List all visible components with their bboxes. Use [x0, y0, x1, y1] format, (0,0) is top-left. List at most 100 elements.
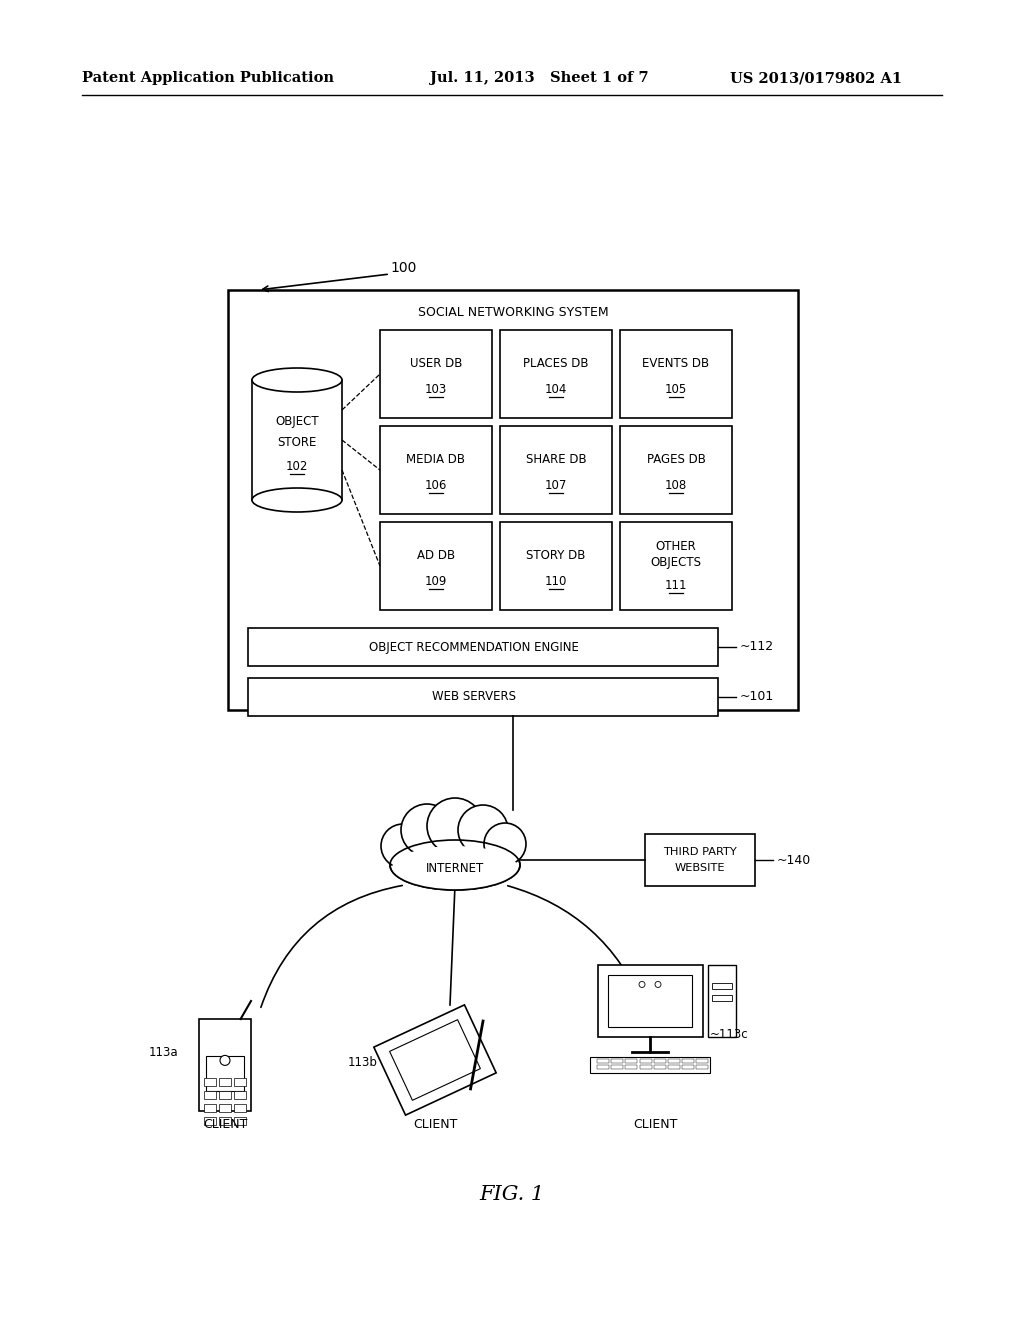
Circle shape: [655, 982, 662, 987]
Circle shape: [220, 1056, 230, 1065]
Text: OBJECT RECOMMENDATION ENGINE: OBJECT RECOMMENDATION ENGINE: [369, 640, 579, 653]
Text: 107: 107: [545, 479, 567, 492]
Text: ~101: ~101: [740, 690, 774, 704]
Bar: [640, 1065, 651, 1069]
Ellipse shape: [392, 846, 518, 890]
Text: 109: 109: [425, 576, 447, 589]
Text: FIG. 1: FIG. 1: [479, 1185, 545, 1204]
Bar: [380, 426, 492, 513]
Text: 102: 102: [286, 459, 308, 473]
Text: OBJECTS: OBJECTS: [650, 556, 701, 569]
Bar: [611, 1059, 624, 1063]
Text: PAGES DB: PAGES DB: [646, 453, 706, 466]
Text: STORE: STORE: [278, 436, 316, 449]
Bar: [380, 521, 492, 610]
Bar: [620, 521, 732, 610]
Bar: [608, 975, 692, 1027]
Bar: [500, 426, 612, 513]
Bar: [626, 1065, 637, 1069]
Bar: [626, 1059, 637, 1063]
Text: MEDIA DB: MEDIA DB: [407, 453, 466, 466]
Text: CLIENT: CLIENT: [203, 1118, 247, 1131]
Bar: [380, 330, 492, 418]
Text: 106: 106: [425, 479, 447, 492]
Bar: [219, 1090, 231, 1098]
Text: CLIENT: CLIENT: [413, 1118, 457, 1131]
Bar: [708, 965, 735, 1038]
Bar: [233, 1090, 246, 1098]
Bar: [620, 330, 732, 418]
Text: EVENTS DB: EVENTS DB: [642, 356, 710, 370]
Text: WEB SERVERS: WEB SERVERS: [431, 690, 516, 704]
Text: THIRD PARTY: THIRD PARTY: [664, 847, 737, 857]
Text: SHARE DB: SHARE DB: [525, 453, 587, 466]
Text: STORY DB: STORY DB: [526, 549, 586, 562]
Bar: [597, 1065, 609, 1069]
Circle shape: [639, 982, 645, 987]
Text: Jul. 11, 2013   Sheet 1 of 7: Jul. 11, 2013 Sheet 1 of 7: [430, 71, 648, 84]
Bar: [252, 380, 342, 500]
Bar: [233, 1117, 246, 1125]
Ellipse shape: [252, 368, 342, 392]
Text: CLIENT: CLIENT: [633, 1118, 677, 1131]
Text: WEBSITE: WEBSITE: [675, 863, 725, 873]
Text: 111: 111: [665, 579, 687, 591]
Bar: [199, 1019, 251, 1111]
Text: INTERNET: INTERNET: [426, 862, 484, 874]
Bar: [219, 1077, 231, 1085]
Bar: [682, 1059, 694, 1063]
Bar: [597, 965, 702, 1038]
Bar: [205, 1104, 216, 1111]
Bar: [233, 1077, 246, 1085]
Bar: [696, 1065, 708, 1069]
Text: US 2013/0179802 A1: US 2013/0179802 A1: [730, 71, 902, 84]
Bar: [228, 290, 798, 710]
Bar: [205, 1077, 216, 1085]
Circle shape: [427, 799, 483, 854]
Bar: [500, 521, 612, 610]
Text: PLACES DB: PLACES DB: [523, 356, 589, 370]
Bar: [653, 1059, 666, 1063]
Circle shape: [458, 805, 508, 855]
Bar: [205, 1117, 216, 1125]
Text: 100: 100: [390, 261, 417, 275]
Bar: [206, 1056, 244, 1090]
Bar: [611, 1065, 624, 1069]
Text: Patent Application Publication: Patent Application Publication: [82, 71, 334, 84]
Bar: [712, 983, 731, 989]
Bar: [620, 426, 732, 513]
Bar: [500, 330, 612, 418]
Bar: [712, 995, 731, 1001]
Text: ~140: ~140: [777, 854, 811, 866]
Bar: [597, 1059, 609, 1063]
Ellipse shape: [252, 488, 342, 512]
Text: 103: 103: [425, 383, 447, 396]
Ellipse shape: [390, 840, 520, 890]
Polygon shape: [374, 1005, 497, 1115]
Circle shape: [381, 824, 425, 869]
Bar: [233, 1104, 246, 1111]
Bar: [219, 1117, 231, 1125]
Bar: [653, 1065, 666, 1069]
Circle shape: [484, 822, 526, 865]
Text: SOCIAL NETWORKING SYSTEM: SOCIAL NETWORKING SYSTEM: [418, 305, 608, 318]
Bar: [645, 834, 755, 886]
Bar: [696, 1059, 708, 1063]
Text: 105: 105: [665, 383, 687, 396]
Text: USER DB: USER DB: [410, 356, 462, 370]
Text: 110: 110: [545, 576, 567, 589]
Bar: [219, 1104, 231, 1111]
Text: ~112: ~112: [740, 640, 774, 653]
Bar: [668, 1065, 680, 1069]
Bar: [668, 1059, 680, 1063]
Text: 113b: 113b: [348, 1056, 378, 1068]
Bar: [640, 1059, 651, 1063]
Bar: [205, 1090, 216, 1098]
Bar: [248, 628, 718, 667]
Bar: [248, 678, 718, 715]
Text: OTHER: OTHER: [655, 540, 696, 553]
Text: 104: 104: [545, 383, 567, 396]
Bar: [590, 1057, 710, 1073]
Text: OBJECT: OBJECT: [275, 416, 318, 429]
Text: 108: 108: [665, 479, 687, 492]
